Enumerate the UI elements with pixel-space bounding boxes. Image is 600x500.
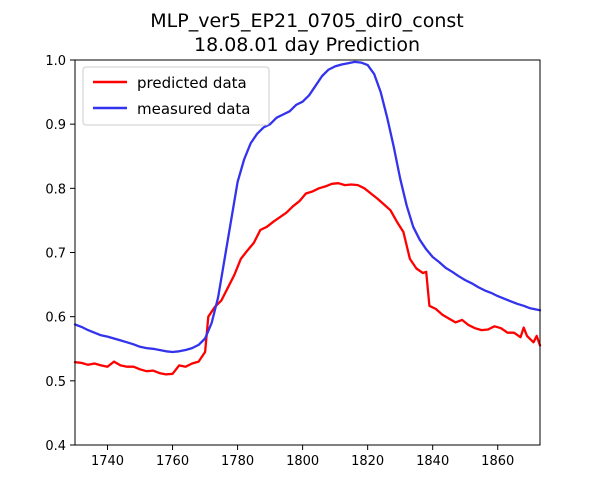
y-tick-label: 0.8	[45, 182, 66, 197]
y-tick-label: 0.7	[45, 247, 66, 262]
legend-box	[82, 66, 270, 126]
x-tick-label: 1840	[416, 454, 449, 469]
y-axis-ticks: 0.4 0.5 0.6 0.7 0.8 0.9 1.0	[45, 54, 75, 454]
x-axis-ticks: 1740 1760 1780 1800 1820 1840 1860	[91, 445, 514, 469]
x-tick-label: 1760	[156, 454, 189, 469]
x-tick-label: 1860	[481, 454, 514, 469]
y-tick-label: 0.4	[45, 439, 66, 454]
x-tick-label: 1780	[221, 454, 254, 469]
legend: predicted data measured data	[82, 66, 270, 126]
series-layer	[73, 60, 542, 376]
legend-label-measured: measured data	[137, 100, 251, 118]
chart-title-line-1: MLP_ver5_EP21_0705_dir0_const	[150, 10, 463, 32]
x-tick-label: 1740	[91, 454, 124, 469]
plot-frame	[74, 59, 541, 446]
x-tick-label: 1800	[286, 454, 319, 469]
y-tick-label: 1.0	[45, 54, 66, 69]
predicted-data-line	[73, 182, 542, 376]
x-tick-label: 1820	[351, 454, 384, 469]
y-tick-label: 0.6	[45, 311, 66, 326]
y-tick-label: 0.9	[45, 118, 66, 133]
measured-data-line	[73, 60, 542, 354]
y-tick-label: 0.5	[45, 375, 66, 390]
chart-title-line-2: 18.08.01 day Prediction	[194, 34, 420, 56]
legend-label-predicted: predicted data	[137, 74, 247, 92]
